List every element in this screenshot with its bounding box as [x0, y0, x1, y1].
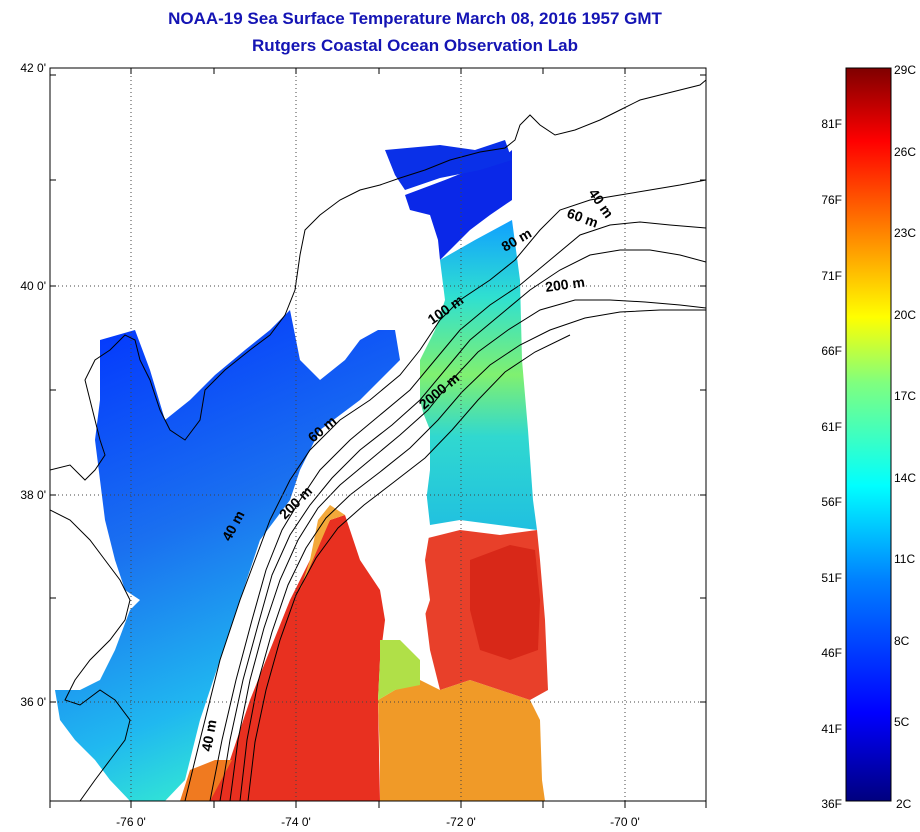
cb-f-66: 66F: [821, 344, 842, 358]
cb-f-61: 61F: [821, 420, 842, 434]
cb-c-8: 8C: [894, 634, 910, 648]
cb-f-81: 81F: [821, 117, 842, 131]
cb-f-56: 56F: [821, 495, 842, 509]
cb-f-46: 46F: [821, 646, 842, 660]
map-subtitle: Rutgers Coastal Ocean Observation Lab: [252, 36, 578, 55]
sst-warm-red-east-core: [470, 545, 540, 660]
cloud-gap-nearshore: [340, 405, 430, 520]
sst-orange-front: [300, 505, 345, 590]
lon-label-72: -72 0': [446, 815, 476, 829]
coastline: [50, 79, 706, 481]
longitude-labels: -76 0' -74 0' -72 0' -70 0': [116, 815, 640, 829]
sst-northern-cold-patch: [405, 150, 512, 260]
lat-label-42: 42 0': [20, 61, 46, 75]
coastline-south: [64, 599, 131, 801]
contour-80m: [219, 249, 706, 801]
contour-60m: [209, 221, 706, 801]
cb-f-36: 36F: [821, 797, 842, 811]
latitude-labels: 42 0' 40 0' 38 0' 36 0': [20, 61, 46, 709]
lat-label-40: 40 0': [20, 279, 46, 293]
cb-f-76: 76F: [821, 193, 842, 207]
graticule: [50, 68, 706, 801]
sst-offshore-swath: [420, 220, 537, 530]
lat-label-38: 38 0': [20, 488, 46, 502]
cb-c-23: 23C: [894, 226, 916, 240]
cb-c-26: 26C: [894, 145, 916, 159]
colorbar-celsius-labels: 29C 26C 23C 20C 17C 14C 11C 8C 5C 2C: [894, 63, 916, 811]
lat-label-36: 36 0': [20, 695, 46, 709]
lon-label-74: -74 0': [281, 815, 311, 829]
contour-100m: [229, 299, 706, 801]
colorbar-fahrenheit-labels: 81F 76F 71F 66F 61F 56F 51F 46F 41F 36F: [821, 117, 842, 811]
colorbar: [845, 67, 892, 802]
lon-label-76: -76 0': [116, 815, 146, 829]
sst-nearshore-cold-band: [55, 310, 400, 801]
axis-ticks: [49, 68, 707, 808]
cloud-gap-offshore: [385, 515, 430, 640]
sst-ny-bight-patch: [385, 140, 512, 190]
cb-c-17: 17C: [894, 389, 916, 403]
contour-200m: [239, 309, 706, 801]
map-title: NOAA-19 Sea Surface Temperature March 08…: [168, 9, 662, 28]
cb-c-5: 5C: [894, 715, 910, 729]
cb-c-29: 29C: [894, 63, 916, 77]
map-frame: [49, 67, 707, 802]
contour-40m: [184, 179, 706, 801]
sst-gulf-stream-warm-core: [200, 515, 385, 801]
sst-transition-band: [378, 640, 420, 700]
lon-label-70: -70 0': [610, 815, 640, 829]
contour-label-200m-north: 200 m: [544, 274, 586, 295]
cb-c-14: 14C: [894, 471, 916, 485]
cb-c-2: 2C: [896, 797, 912, 811]
cb-c-20: 20C: [894, 308, 916, 322]
contour-2000m: [247, 334, 571, 801]
cb-f-71: 71F: [821, 269, 842, 283]
cb-f-41: 41F: [821, 722, 842, 736]
cb-f-51: 51F: [821, 571, 842, 585]
cb-c-11: 11C: [894, 552, 915, 566]
coastline-and-bathymetry: [50, 79, 706, 801]
contour-label-60m-north: 60 m: [565, 205, 600, 231]
bay-shoreline-west: [50, 509, 131, 601]
contour-label-40m-south: 40 m: [198, 718, 219, 752]
